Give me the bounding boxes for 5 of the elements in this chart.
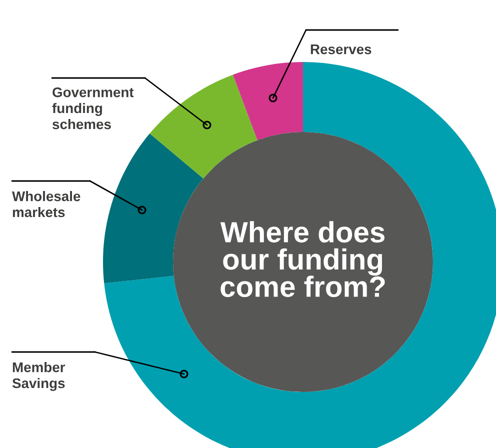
slice-label: Member Savings [12, 362, 66, 391]
text: Where does our funding come from? [220, 221, 385, 298]
slice-label: Wholesale markets [12, 191, 80, 218]
slice-label: Reserves [310, 44, 372, 54]
slice-label: Government funding schemes [52, 87, 134, 130]
